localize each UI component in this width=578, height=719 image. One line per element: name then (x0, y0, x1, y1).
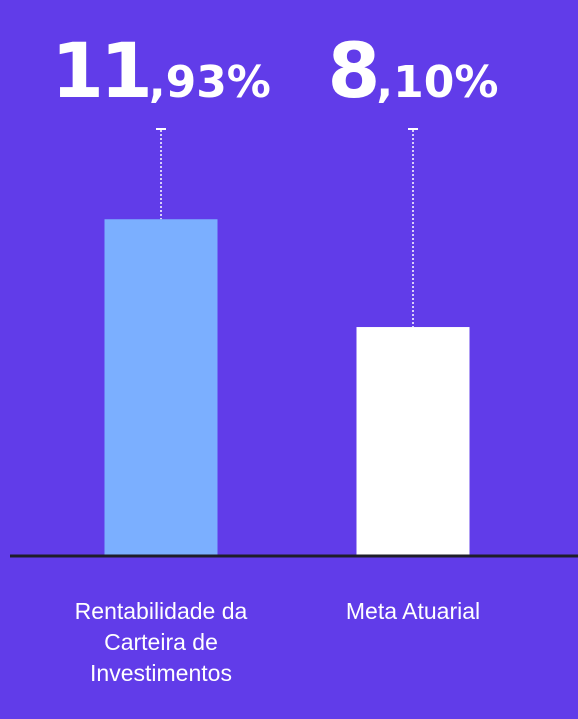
category-label: Rentabilidade da Carteira de Investiment… (74, 598, 248, 686)
value-label: 8,10% (328, 26, 499, 115)
category-label: Meta Atuarial (345, 598, 481, 624)
bar (104, 219, 218, 555)
value-label: 11,93% (51, 26, 271, 115)
bar (356, 327, 470, 555)
